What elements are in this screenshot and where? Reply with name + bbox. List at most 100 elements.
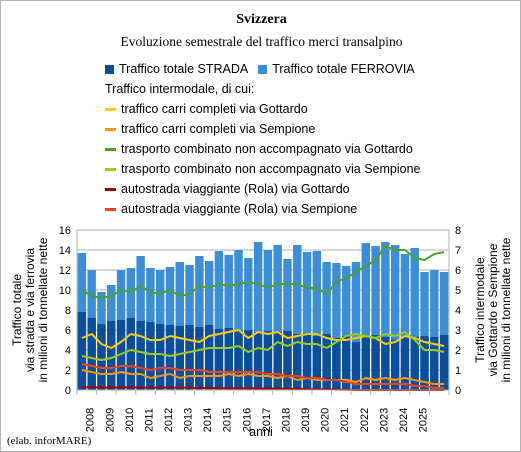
line-series-2 [81, 245, 445, 299]
bar-ferrovia [322, 262, 331, 390]
bar-strada [195, 327, 204, 390]
bar-strada [156, 324, 165, 390]
bar-ferrovia [400, 254, 410, 390]
legend-swatch-bar-1 [258, 64, 268, 74]
y-tick-label-left: 10 [59, 285, 71, 297]
legend-line-item-4: autostrada viaggiante (Rola) via Gottard… [105, 179, 421, 199]
x-tick-label: 2013 [183, 408, 195, 432]
bar-strada [234, 331, 243, 390]
y-tick-label-left: 4 [65, 345, 71, 357]
x-tick-label: 2015 [222, 408, 234, 432]
bar-strada [253, 332, 263, 390]
y-tick-label-left: 16 [59, 225, 71, 237]
bar-ferrovia [361, 243, 370, 390]
x-tick-label: 2012 [163, 408, 175, 432]
bar-strada [244, 330, 253, 390]
legend-line-item-5: autostrada viaggiante (Rola) via Sempion… [105, 199, 421, 219]
bar-ferrovia [293, 245, 302, 390]
y-axis-title-right-line: in milioni di tonnellate nette [499, 237, 513, 383]
legend-line-item-2-label: trasporto combinato non accompagnato via… [121, 142, 413, 156]
bar-strada [97, 324, 106, 390]
bar-strada [224, 328, 233, 390]
line-series-1 [81, 369, 445, 385]
bar-ferrovia [302, 252, 312, 390]
x-tick-label: 2021 [339, 408, 351, 432]
legend-line-item-0: traffico carri completi via Gottardo [105, 99, 421, 119]
x-tick-label: 2022 [359, 408, 371, 432]
x-tick-label: 2017 [261, 408, 273, 432]
bar-strada [390, 340, 400, 390]
bar-strada [87, 318, 96, 390]
legend-line-item-4-label: autostrada viaggiante (Rola) via Gottard… [121, 182, 350, 196]
y-tick-label-right: 0 [455, 385, 461, 397]
legend-line-item-3-label: trasporto combinato non accompagnato via… [121, 162, 421, 176]
line-series-3 [81, 331, 445, 361]
bar-strada [430, 337, 439, 390]
x-tick-label: 2010 [124, 408, 136, 432]
bar-ferrovia [273, 245, 282, 390]
bar-strada [342, 336, 351, 390]
x-tick-label: 2019 [300, 408, 312, 432]
y-tick-label-left: 14 [59, 245, 71, 257]
y-tick-label-right: 4 [455, 305, 461, 317]
legend-line-item-4-swatch [105, 187, 116, 191]
bar-strada [371, 335, 380, 390]
x-tick-label: 2016 [241, 408, 253, 432]
legend-line-item-1-swatch [105, 127, 116, 131]
y-tick-label-right: 3 [455, 325, 461, 337]
bar-ferrovia [420, 272, 429, 390]
bar-strada [165, 325, 175, 390]
bar-strada [204, 325, 214, 390]
bar-strada [312, 336, 322, 390]
y-tick-label-right: 2 [455, 345, 461, 357]
bar-ferrovia [253, 242, 263, 390]
bar-ferrovia [224, 255, 233, 390]
y-tick-label-left: 12 [59, 265, 71, 277]
bar-strada [136, 321, 145, 390]
legend-label-bar-1: Traffico totale FERROVIA [272, 62, 415, 76]
x-tick-label: 2020 [320, 408, 332, 432]
legend-line-item-2-swatch [105, 147, 116, 151]
legend-line-item-3-swatch [105, 167, 116, 171]
bar-ferrovia [312, 251, 322, 390]
y-tick-label-right: 8 [455, 225, 461, 237]
legend-line-item-0-swatch [105, 107, 116, 111]
bar-ferrovia [283, 259, 292, 390]
legend-intermodal-heading: Traffico intermodale, di cui: [105, 79, 421, 99]
x-tick-label: 2018 [280, 408, 292, 432]
y-axis-title-right: Traffico intermodale via Gottardo e Semp… [473, 200, 513, 420]
line-series-5 [81, 363, 445, 389]
y-tick-label-right: 6 [455, 265, 461, 277]
bar-strada [263, 331, 273, 390]
chart-title: Svizzera [236, 12, 287, 27]
bar-strada [361, 337, 370, 390]
bar-strada [185, 325, 194, 390]
bar-strada [273, 332, 282, 390]
bar-ferrovia [390, 245, 400, 390]
x-tick-label: 2008 [85, 408, 97, 432]
legend-line-item-1-label: traffico carri completi via Sempione [121, 122, 316, 136]
x-tick-label: 2014 [202, 408, 214, 432]
bar-strada [175, 326, 184, 390]
bar-strada [146, 322, 155, 390]
bar-ferrovia [332, 263, 341, 390]
bar-strada [283, 331, 292, 390]
y-tick-label-left: 2 [65, 365, 71, 377]
legend-intermodal-heading-label: Traffico intermodale, di cui: [105, 82, 255, 96]
x-tick-label: 2024 [398, 408, 410, 432]
legend-label-bar-0: Traffico totale STRADA [119, 62, 249, 76]
bar-strada [332, 338, 341, 390]
x-tick-label: 2025 [418, 408, 430, 432]
legend-swatch-bar-0 [105, 64, 114, 74]
bar-strada [410, 337, 419, 390]
bar-strada [322, 334, 331, 390]
bar-strada [439, 335, 449, 390]
bar-ferrovia [342, 266, 351, 390]
y-tick-label-right: 7 [455, 245, 461, 257]
bar-ferrovia [351, 262, 361, 390]
bar-ferrovia [234, 250, 243, 390]
line-series-0 [81, 329, 445, 349]
bar-strada [214, 329, 224, 390]
x-tick-label: 2009 [104, 408, 116, 432]
